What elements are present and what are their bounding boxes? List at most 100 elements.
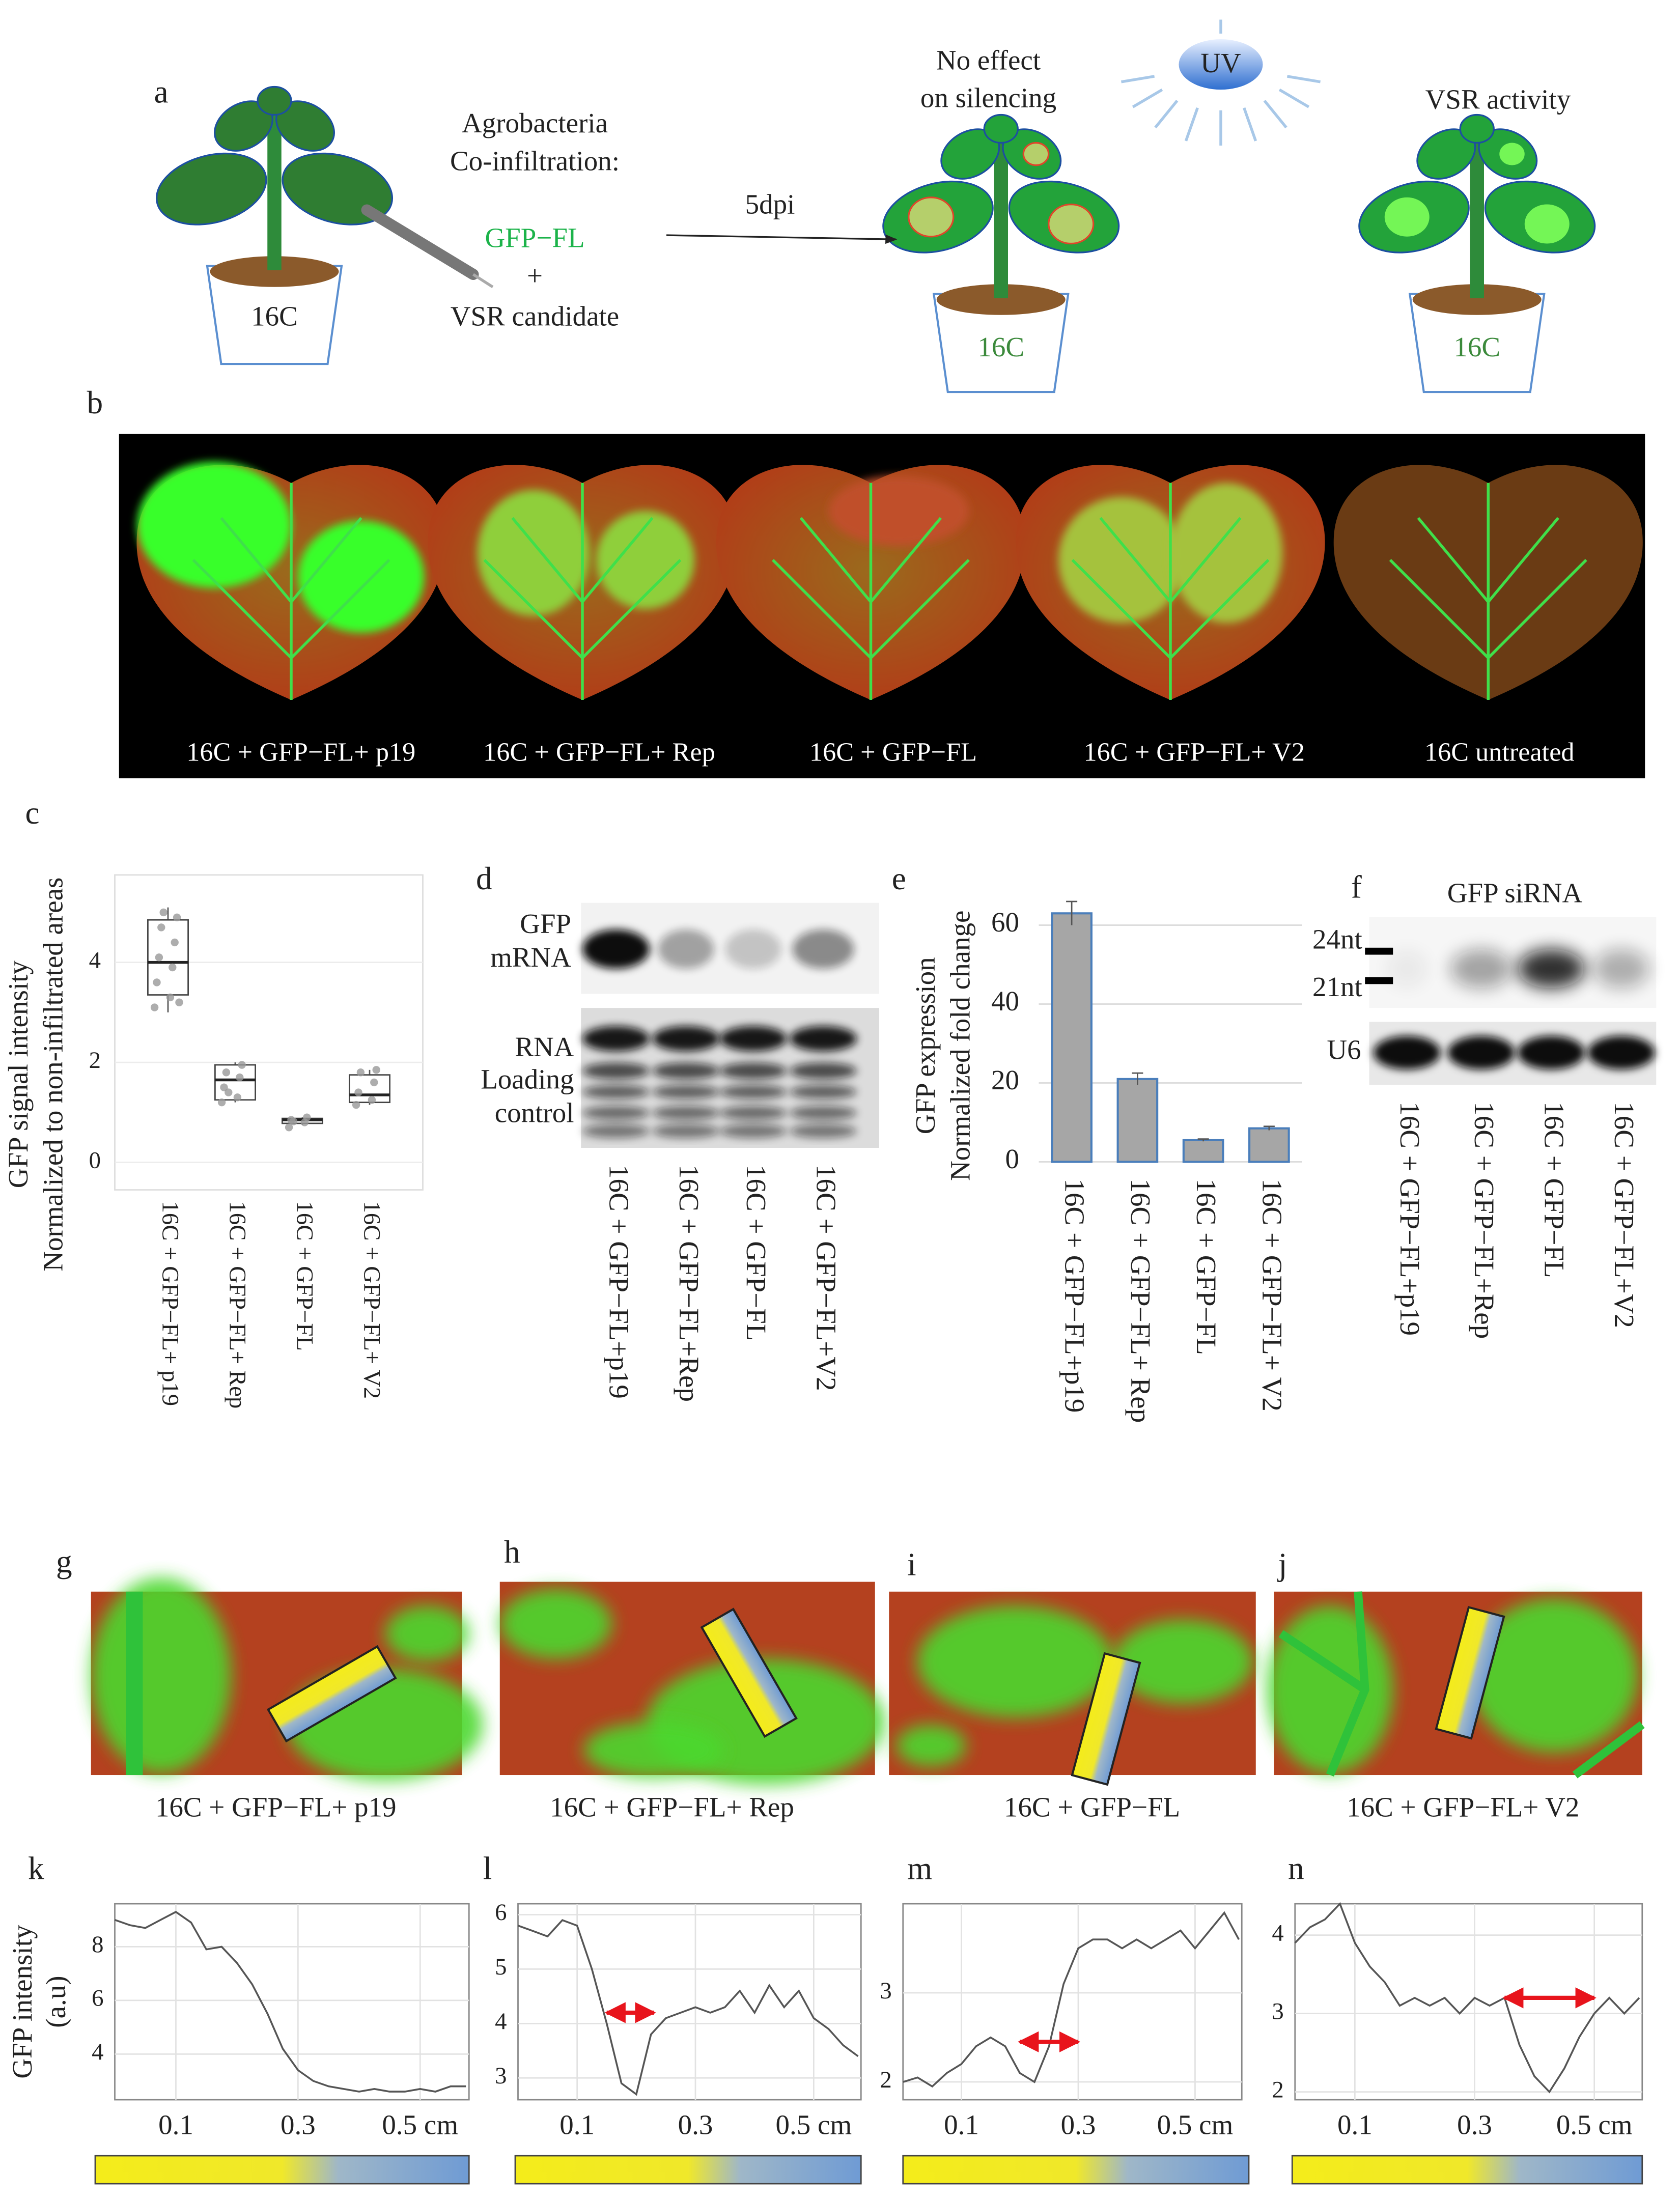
label: Loading (481, 1063, 574, 1094)
blot-band (792, 929, 854, 969)
y-tick-label: 0 (89, 1147, 101, 1173)
profile-line-marker (1435, 1605, 1505, 1740)
x-tick-label: 0.1 (559, 2109, 595, 2140)
rotated-label: 16C + GFP−FL+p19 (603, 1165, 634, 1399)
size-marker (1365, 977, 1393, 984)
data-point (236, 1073, 244, 1082)
label: VSR activity (1425, 83, 1571, 115)
uv-ray (1184, 107, 1199, 142)
leaf-caption: 16C untreated (1424, 737, 1575, 767)
soil (1412, 284, 1542, 315)
pot-label: 16C (977, 331, 1024, 362)
panel-label: b (87, 385, 103, 420)
soil (210, 256, 339, 287)
uv-ray (1154, 100, 1179, 129)
x-tick-label: 0.1 (944, 2109, 979, 2140)
uv-ray (1263, 100, 1287, 129)
bar (1051, 912, 1093, 1163)
blot-band (1518, 1036, 1585, 1070)
blot-band (652, 1085, 720, 1099)
stem (1470, 133, 1484, 298)
gradient-strip (1291, 2155, 1643, 2185)
panel-label: h (504, 1534, 520, 1570)
blot-band (582, 1085, 650, 1099)
rotated-label: 16C + GFP−FL+ V2 (358, 1201, 385, 1399)
gradient-strip (94, 2155, 470, 2185)
label: RNA (515, 1031, 574, 1062)
blot-band (719, 1106, 787, 1120)
label: 5dpi (745, 189, 795, 220)
label: U6 (1327, 1034, 1361, 1065)
plant-illustration (155, 86, 394, 365)
blot-band (719, 1026, 787, 1052)
uv-ray (1132, 88, 1163, 108)
bar (1182, 1139, 1224, 1163)
leaf (983, 114, 1019, 144)
y-tick-label: 3 (495, 2063, 507, 2089)
blot-band (582, 1106, 650, 1120)
blot-band (719, 1085, 787, 1099)
rotated-label: 16C + GFP−FL+ Rep (224, 1201, 250, 1409)
soil (936, 284, 1066, 315)
label: GFP siRNA (1447, 878, 1583, 909)
blot-band (1593, 949, 1649, 989)
uv-ray (1243, 107, 1257, 142)
data-point (173, 913, 181, 921)
blot-band (1587, 1036, 1655, 1070)
panel-label: n (1288, 1850, 1304, 1886)
rotated-label: 16C + GFP−FL (1538, 1102, 1570, 1278)
y-tick-label: 2 (880, 2067, 891, 2093)
infiltration-spot (1524, 204, 1570, 244)
gradient-strip (902, 2155, 1250, 2185)
data-point (352, 1101, 360, 1109)
rotated-label: 16C + GFP−FL+p19 (1394, 1102, 1425, 1336)
x-tick-label: 0.1 (1337, 2109, 1373, 2140)
panel-label: g (56, 1544, 72, 1580)
stem (267, 105, 282, 270)
y-tick-label: 6 (92, 1985, 103, 2012)
blot-band (652, 1026, 720, 1052)
infiltration-spot (908, 196, 955, 238)
leaf-caption: 16C + GFP−FL+ p19 (186, 737, 415, 767)
label: on silencing (920, 82, 1056, 114)
plot-frame (902, 1903, 1243, 2101)
leaf-vein (772, 483, 970, 700)
plant-illustration (882, 114, 1120, 393)
data-point (217, 1098, 226, 1107)
plot-frame (1294, 1903, 1643, 2101)
y-tick-label: 6 (495, 1899, 507, 1926)
panel-label: e (892, 861, 906, 896)
leaf (155, 152, 267, 225)
x-tick-label: 0.3 (281, 2109, 316, 2140)
leaf-photo (1016, 465, 1325, 700)
profile-line-marker (700, 1607, 798, 1738)
blot-band (582, 1124, 650, 1138)
fluorescent-area (583, 1722, 724, 1778)
blot-band (719, 1062, 787, 1080)
leaf-vein (192, 483, 390, 700)
pot-label: 16C (251, 301, 298, 332)
blot-band (1373, 1036, 1441, 1070)
y-tick-label: 0 (1005, 1143, 1020, 1174)
profile-line (903, 1911, 1240, 2088)
blot-band (790, 1062, 857, 1080)
blot-band (1447, 1036, 1515, 1070)
infiltrated-area (298, 521, 425, 633)
label: Agrobacteria (462, 107, 608, 138)
data-point (159, 908, 167, 917)
fluorescent-area (1267, 1605, 1393, 1774)
fluorescent-area (1470, 1598, 1638, 1753)
data-point (289, 1117, 298, 1125)
infiltration-spot (1499, 143, 1525, 165)
data-point (356, 1068, 365, 1077)
box (349, 1074, 390, 1104)
x-tick-label: 0.3 (1061, 2109, 1096, 2140)
micrograph-caption: 16C + GFP−FL+ Rep (550, 1791, 794, 1822)
x-tick-label: 0.5 cm (775, 2109, 852, 2140)
rotated-label: 16C + GFP−FL+ Rep (1125, 1179, 1156, 1423)
rotated-label: 16C + GFP−FL+p19 (1059, 1179, 1090, 1413)
y-tick-label: 4 (92, 2039, 103, 2065)
uv-ray (1278, 88, 1310, 108)
data-point (157, 923, 165, 932)
infiltration-spot (1384, 197, 1430, 237)
